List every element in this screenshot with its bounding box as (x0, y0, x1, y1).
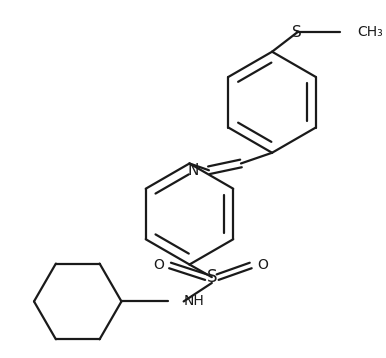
Text: N: N (188, 163, 199, 178)
Text: S: S (293, 25, 302, 40)
Text: O: O (257, 258, 268, 272)
Text: S: S (207, 268, 217, 286)
Text: O: O (153, 258, 164, 272)
Text: CH₃: CH₃ (357, 25, 383, 39)
Text: NH: NH (184, 294, 205, 309)
